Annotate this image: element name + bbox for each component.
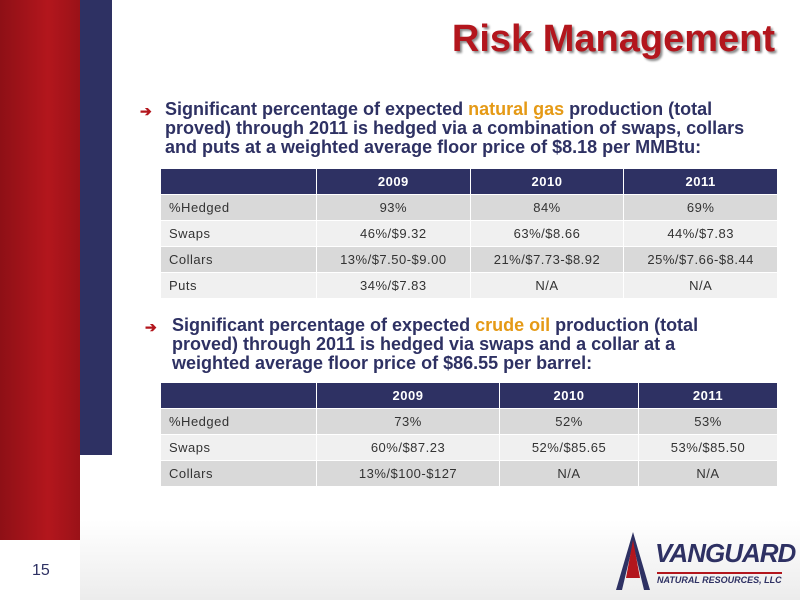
table-cell: 69% [623,194,778,221]
table-cell: N/A [499,460,639,487]
table-row: Collars 13%/$100-$127 N/A N/A [160,460,778,487]
bullet-arrow: ➔ [145,319,157,335]
bullet-text-part: production (total proved) through 2011 i… [172,315,699,373]
header-cell: 2011 [623,168,778,195]
table-cell: 21%/$7.73-$8.92 [469,246,625,273]
bullet-highlight: natural gas [468,99,565,119]
red-bar [0,0,80,540]
header-cell: 2011 [638,382,778,409]
bullet-text-part: Significant percentage of expected [165,99,469,119]
table-cell: 34%/$7.83 [316,272,471,299]
table-cell: 84% [469,194,625,221]
header-cell [160,382,317,409]
table-cell: 52% [499,408,639,435]
row-label: Collars [160,460,317,487]
row-label: %Hedged [160,408,317,435]
logo-name: VANGUARD [655,538,796,568]
table-row: Swaps 60%/$87.23 52%/$85.65 53%/$85.50 [160,434,778,461]
bullet-text-part: Significant percentage of expected [172,315,476,335]
row-label: %Hedged [160,194,317,221]
logo-derrick [616,532,650,590]
header-cell [160,168,317,195]
table-row: %Hedged 93% 84% 69% [160,194,778,221]
row-label: Swaps [160,434,317,461]
row-label: Swaps [160,220,317,247]
table-cell: 53% [638,408,778,435]
table-cell: 63%/$8.66 [469,220,625,247]
header-row: 2009 2010 2011 [160,382,778,409]
table-row: %Hedged 73% 52% 53% [160,408,778,435]
bullet-highlight: crude oil [475,315,551,335]
table-cell: 53%/$85.50 [638,434,778,461]
logo-subtitle: NATURAL RESOURCES, LLC [657,572,782,585]
table-cell: N/A [623,272,778,299]
bullet-arrow: ➔ [140,103,152,119]
header-row: 2009 2010 2011 [160,168,778,195]
row-label: Collars [160,246,317,273]
table-cell: 13%/$7.50-$9.00 [316,246,471,273]
row-label: Puts [160,272,317,299]
table-cell: 60%/$87.23 [315,434,501,461]
table-cell: 25%/$7.66-$8.44 [623,246,778,273]
table-cell: 52%/$85.65 [499,434,639,461]
table-cell: N/A [638,460,778,487]
table-cell: 44%/$7.83 [623,220,778,247]
header-cell: 2010 [499,382,639,409]
table-cell: 93% [316,194,471,221]
background-landscape [80,520,800,600]
bullet-text-part: production (total proved) through 2011 i… [165,99,745,157]
table-row: Collars 13%/$7.50-$9.00 21%/$7.73-$8.92 25%… [160,246,778,273]
table-row: Swaps 46%/$9.32 63%/$8.66 44%/$7.83 [160,220,778,247]
table-cell: 13%/$100-$127 [315,460,501,487]
header-cell: 2009 [316,168,471,195]
data-table: 2009 2010 2011 %Hedged 93% 84% 69% Swaps 46%/$9.… [160,168,778,299]
table-cell: 46%/$9.32 [316,220,471,247]
bullet-text: Significant percentage of expected natur… [165,100,745,157]
header-cell: 2010 [469,168,625,195]
table-row: Puts 34%/$7.83 N/A N/A [160,272,778,299]
header-cell: 2009 [315,382,501,409]
navy-bar [80,0,112,455]
page-number: 15 [32,562,50,579]
slide-title: Risk Management [451,18,775,60]
table-cell: 73% [315,408,501,435]
table-cell: N/A [469,272,625,299]
bullet-text: Significant percentage of expected crude… [172,316,745,373]
data-table: 2009 2010 2011 %Hedged 73% 52% 53% Swaps 60%/$87… [160,382,778,487]
